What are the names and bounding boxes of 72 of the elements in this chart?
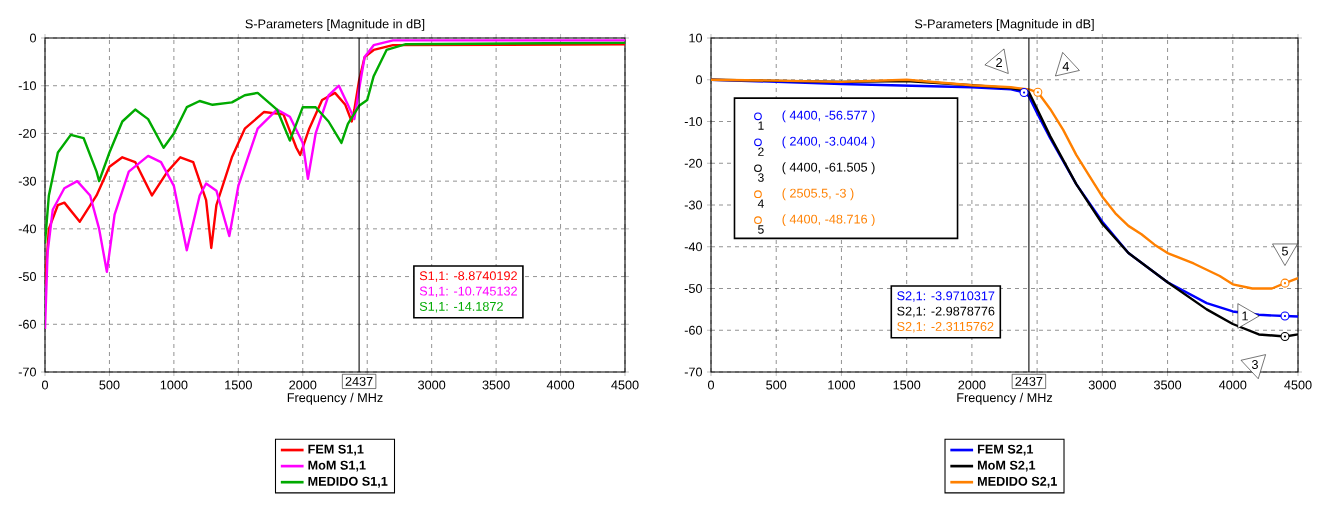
- annotation: S2,1: -2.3115762: [897, 321, 994, 333]
- legend-label: MEDIDO S2,1: [977, 476, 1057, 488]
- y-tick-label: -10: [684, 117, 703, 126]
- y-tick-label: -40: [684, 242, 703, 252]
- x-tick-label: 2000: [958, 380, 986, 390]
- legend-label: MoM S1,1: [308, 460, 366, 472]
- chart-title: S-Parameters [Magnitude in dB]: [914, 19, 1094, 31]
- ref-line-label: 2437: [345, 376, 373, 386]
- x-tick-label: 3500: [482, 380, 510, 390]
- legend-label: MEDIDO S1,1: [308, 476, 388, 488]
- annotation: 4: [1062, 61, 1069, 71]
- x-tick-label: 0: [41, 380, 49, 390]
- y-tick-label: -10: [18, 81, 37, 91]
- point: [1033, 87, 1043, 97]
- legend-label: FEM S2,1: [977, 444, 1034, 456]
- x-tick-label: 4500: [611, 380, 639, 390]
- x-tick-label: 2000: [289, 380, 317, 390]
- x-tick-label: 1000: [160, 380, 188, 390]
- x-tick-label: 1500: [225, 380, 252, 390]
- ref-line-label: 2437: [1015, 376, 1043, 386]
- x-axis-title: Frequency / MHz: [287, 392, 383, 405]
- annotation: S2,1: -2.9878776: [897, 306, 995, 318]
- annotation: 1: [1242, 311, 1248, 321]
- annotation: ( 4400, -56.577 ): [782, 110, 875, 123]
- y-tick-label: -20: [18, 128, 37, 138]
- text: 5: [758, 225, 764, 234]
- x-tick-label: 1500: [893, 380, 921, 390]
- y-tick-label: 0: [29, 33, 37, 43]
- y-tick-label: -60: [18, 319, 37, 329]
- point: [1280, 278, 1290, 288]
- line-series: [45, 41, 625, 245]
- y-tick-label: -50: [18, 272, 37, 282]
- x-tick-label: 500: [99, 380, 120, 390]
- y-tick-label: -60: [684, 325, 703, 335]
- y-tick-label: -70: [684, 367, 703, 377]
- annotation: ( 2400, -3.0404 ): [782, 136, 875, 149]
- annotation: S1,1: -14.1872: [419, 301, 503, 313]
- annotation: ( 4400, -48.716 ): [782, 214, 875, 227]
- y-tick-label: -20: [684, 158, 703, 168]
- x-tick-label: 4000: [546, 380, 575, 390]
- text: 3: [758, 173, 764, 182]
- y-tick-label: -30: [18, 176, 37, 186]
- y-tick-label: 10: [689, 33, 703, 43]
- x-axis-title: Frequency / MHz: [957, 392, 1053, 405]
- text: 1: [758, 121, 764, 130]
- y-tick-label: -70: [18, 367, 37, 377]
- annotation: ( 4400, -61.505 ): [782, 162, 875, 175]
- annotation: S2,1: -3.9710317: [897, 291, 995, 302]
- chart-title: S-Parameters [Magnitude in dB]: [245, 19, 425, 31]
- text: 4: [757, 199, 764, 208]
- annotation: S1,1: -10.745132: [419, 286, 517, 298]
- annotation: S1,1: -8.8740192: [419, 271, 517, 282]
- annotation: 5: [1281, 246, 1288, 256]
- annotation: 2: [996, 58, 1002, 67]
- x-tick-label: 3000: [418, 380, 446, 390]
- x-tick-label: 3000: [1088, 380, 1116, 390]
- legend-label: MoM S2,1: [977, 460, 1036, 472]
- legend-label: FEM S1,1: [308, 444, 364, 456]
- x-tick-label: 1000: [828, 380, 856, 390]
- x-tick-label: 4000: [1218, 380, 1247, 390]
- text: 2: [758, 147, 764, 156]
- x-tick-label: 0: [707, 380, 715, 390]
- x-tick-label: 500: [766, 380, 787, 390]
- x-tick-label: 4500: [1284, 380, 1312, 390]
- x-tick-label: 3500: [1153, 380, 1182, 390]
- y-tick-label: 0: [695, 75, 703, 85]
- y-tick-label: -40: [18, 224, 37, 234]
- annotation: 3: [1251, 360, 1258, 370]
- y-tick-label: -50: [684, 284, 703, 293]
- annotation: ( 2505.5, -3 ): [782, 188, 854, 201]
- line-series: [45, 39, 625, 331]
- y-tick-label: -30: [684, 200, 703, 210]
